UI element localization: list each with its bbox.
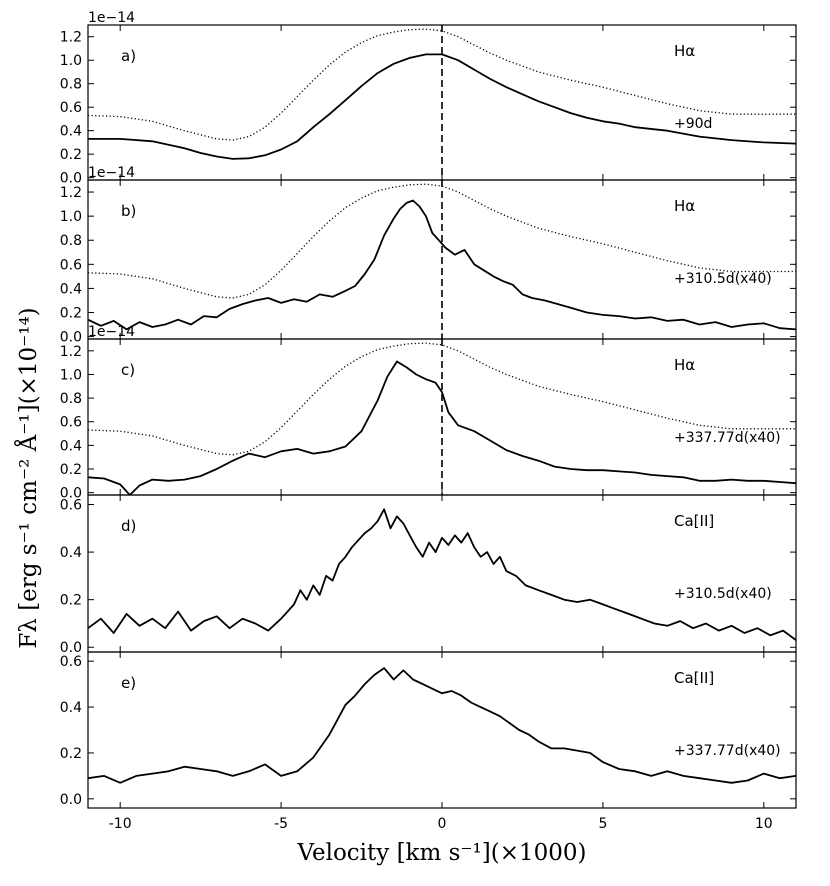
y-tick-label: 1.2 <box>60 30 82 46</box>
y-tick-label: 0.0 <box>60 792 82 808</box>
y-tick-label: 0.6 <box>60 654 82 670</box>
y-tick-label: 0.4 <box>60 700 82 716</box>
y-tick-label: 0.8 <box>60 77 82 93</box>
x-tick-label: 0 <box>438 816 447 832</box>
y-tick-label: 1.0 <box>60 209 82 225</box>
y-tick-label: 0.2 <box>60 462 82 478</box>
y-tick-label: 0.4 <box>60 124 82 140</box>
y-tick-label: 0.0 <box>60 171 82 187</box>
panel-letter: e) <box>121 674 136 692</box>
y-tick-label: 0.4 <box>60 281 82 297</box>
series-observed <box>88 53 796 160</box>
y-tick-label: 0.4 <box>60 545 82 561</box>
y-tick-label: 0.2 <box>60 147 82 163</box>
y-tick-label: 0.8 <box>60 391 82 407</box>
y-tick-label: 0.0 <box>60 330 82 346</box>
panel-letter: d) <box>121 517 136 535</box>
y-tick-label: 0.2 <box>60 593 82 609</box>
epoch-label: +337.77d(x40) <box>674 430 781 446</box>
panels: 0.0 0.2 0.4 0.6 0.8 1.0 1.2 1e−14 a) Hα +90d 0.0 0.2… <box>60 10 797 832</box>
x-tick-label: -5 <box>274 816 288 832</box>
y-tick-label: 0.2 <box>60 306 82 322</box>
y-tick-label: 1.0 <box>60 367 82 383</box>
panel-d: 0.0 0.2 0.4 0.6 d) Ca[II] +310.5d(x40) <box>60 494 797 656</box>
y-tick-label: 0.0 <box>60 640 82 656</box>
y-tick-label: 0.6 <box>60 415 82 431</box>
panel-a: 0.0 0.2 0.4 0.6 0.8 1.0 1.2 1e−14 a) Hα +90d <box>60 10 797 187</box>
x-axis-title: Velocity [km s⁻¹](×1000) <box>296 840 586 866</box>
panel-letter: a) <box>121 47 136 65</box>
y-tick-label: 0.6 <box>60 498 82 514</box>
y-tick-label: 0.4 <box>60 438 82 454</box>
series-model <box>88 28 796 141</box>
series-observed <box>88 360 796 495</box>
line-label: Hα <box>674 42 695 60</box>
offset-exponent-label: 1e−14 <box>88 324 135 340</box>
y-tick-label: 0.8 <box>60 233 82 249</box>
panel-b: 0.0 0.2 0.4 0.6 0.8 1.0 1.2 1e−14 b) Hα +310.5d(x4… <box>60 165 797 346</box>
y-tick-label: 0.0 <box>60 486 82 502</box>
y-tick-label: 1.2 <box>60 344 82 360</box>
line-label: Hα <box>674 197 695 215</box>
y-tick-label: 1.2 <box>60 185 82 201</box>
panel-letter: c) <box>121 361 135 379</box>
x-tick-label: 5 <box>598 816 607 832</box>
y-axis-title: Fλ [erg s⁻¹ cm⁻² Å⁻¹](×10⁻¹⁴) <box>14 307 42 648</box>
panel-frame <box>87 651 797 809</box>
x-tick-label: 10 <box>755 816 773 832</box>
line-label: Hα <box>674 356 695 374</box>
y-tick-label: 0.2 <box>60 746 82 762</box>
y-tick-label: 0.6 <box>60 100 82 116</box>
panel-e: 0.0 0.2 0.4 0.6 e) Ca[II] +337.77d(x40) -10 -5 0 5… <box>60 651 797 832</box>
series-model <box>88 183 796 299</box>
epoch-label: +337.77d(x40) <box>674 743 781 759</box>
panel-c: 0.0 0.2 0.4 0.6 0.8 1.0 1.2 1e−14 c) Hα +337.77d(x… <box>60 324 797 502</box>
series-observed <box>88 508 796 641</box>
epoch-label: +310.5d(x40) <box>674 271 772 287</box>
line-label: Ca[II] <box>674 512 714 530</box>
offset-exponent-label: 1e−14 <box>88 10 135 26</box>
offset-exponent-label: 1e−14 <box>88 165 135 181</box>
epoch-label: +90d <box>674 116 712 132</box>
series-observed <box>88 199 796 331</box>
y-tick-label: 1.0 <box>60 53 82 69</box>
line-label: Ca[II] <box>674 669 714 687</box>
y-tick-label: 0.6 <box>60 257 82 273</box>
x-tick-label: -10 <box>109 816 132 832</box>
epoch-label: +310.5d(x40) <box>674 586 772 602</box>
series-observed <box>88 667 796 784</box>
panel-letter: b) <box>121 202 136 220</box>
